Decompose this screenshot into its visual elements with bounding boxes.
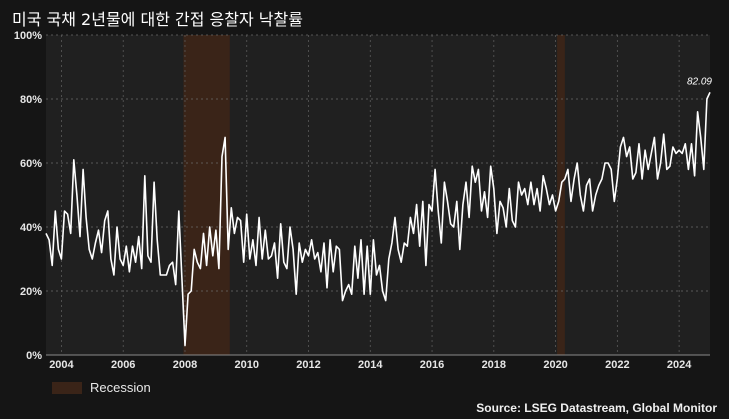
- x-tick-label: 2008: [173, 359, 197, 371]
- recession-band-0: [183, 35, 230, 355]
- x-tick-label: 2016: [420, 359, 444, 371]
- x-tick-label: 2020: [543, 359, 567, 371]
- recession-swatch: [52, 381, 82, 394]
- y-tick-label: 0%: [26, 350, 42, 362]
- y-tick-label: 40%: [20, 222, 42, 234]
- x-tick-label: 2012: [296, 359, 320, 371]
- series-line: [45, 91, 711, 347]
- x-tick-label: 2022: [605, 359, 629, 371]
- recession-band-1: [557, 35, 565, 355]
- y-axis-tick-labels: 0% 20% 40% 60% 80% 100%: [14, 30, 42, 362]
- y-tick-label: 20%: [20, 286, 42, 298]
- y-tick-label: 100%: [14, 30, 42, 42]
- source-note: Source: LSEG Datastream, Global Monitor: [476, 401, 717, 415]
- y-tick-label: 60%: [20, 158, 42, 170]
- x-tick-label: 2004: [49, 359, 74, 371]
- gridlines: [46, 34, 710, 356]
- x-tick-label: 2024: [667, 359, 692, 371]
- x-axis-tick-labels: 2004 2006 2008 2010 2012 2014 2016 2018 2020 2022…: [49, 359, 692, 371]
- legend: Recession: [52, 380, 151, 395]
- plot-area: [46, 35, 710, 355]
- y-tick-label: 80%: [20, 94, 42, 106]
- x-tick-label: 2014: [358, 359, 383, 371]
- x-tick-label: 2018: [482, 359, 506, 371]
- chart-title: 미국 국채 2년물에 대한 간접 응찰자 낙찰률: [12, 10, 303, 29]
- legend-label: Recession: [90, 380, 151, 395]
- x-tick-label: 2006: [111, 359, 135, 371]
- last-value-label: 82.09: [687, 76, 712, 87]
- recession-bands: [183, 35, 565, 355]
- x-tick-label: 2010: [235, 359, 259, 371]
